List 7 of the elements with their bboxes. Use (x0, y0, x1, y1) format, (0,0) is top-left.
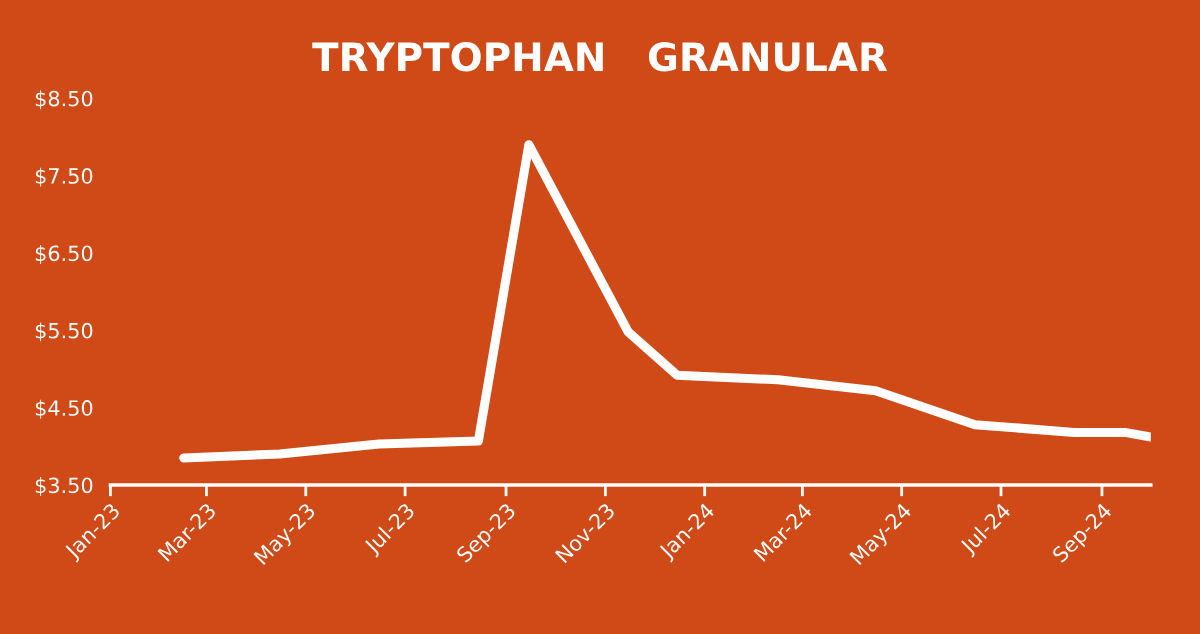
y-tick-label: $5.50 (35, 322, 93, 342)
y-tick-label: $4.50 (35, 399, 93, 419)
y-tick-label: $7.50 (35, 167, 93, 187)
y-tick-label: $3.50 (35, 477, 93, 496)
y-tick-label: $8.50 (35, 90, 93, 110)
chart-title: TRYPTOPHAN GRANULAR (312, 42, 888, 72)
y-tick-label: $6.50 (35, 245, 93, 264)
